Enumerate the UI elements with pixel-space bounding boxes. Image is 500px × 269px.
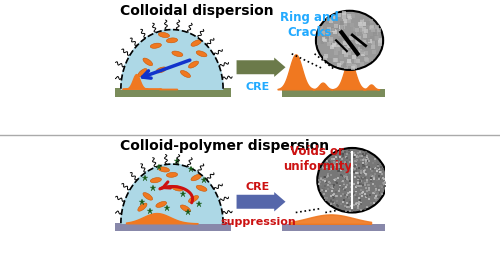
Text: Colloidal dispersion: Colloidal dispersion	[120, 4, 273, 18]
Ellipse shape	[150, 178, 162, 183]
Ellipse shape	[196, 185, 207, 191]
Ellipse shape	[180, 205, 190, 212]
Ellipse shape	[316, 11, 383, 70]
Ellipse shape	[158, 167, 170, 172]
Ellipse shape	[158, 32, 170, 38]
Text: suppression: suppression	[220, 217, 296, 226]
Bar	[282, 89, 404, 97]
Bar	[113, 223, 231, 231]
Ellipse shape	[138, 203, 147, 211]
Text: Colloid-polymer dispersion: Colloid-polymer dispersion	[120, 139, 328, 153]
Ellipse shape	[188, 61, 198, 68]
Polygon shape	[121, 164, 223, 223]
Ellipse shape	[150, 43, 162, 48]
FancyArrow shape	[236, 58, 286, 77]
Polygon shape	[121, 30, 223, 89]
Text: CRE: CRE	[246, 82, 270, 92]
Ellipse shape	[191, 40, 202, 46]
Ellipse shape	[138, 69, 147, 77]
Ellipse shape	[166, 38, 177, 43]
Ellipse shape	[196, 51, 207, 57]
Bar	[113, 88, 231, 97]
Text: Voids or
uniformity: Voids or uniformity	[282, 145, 352, 173]
Ellipse shape	[172, 51, 183, 56]
Ellipse shape	[191, 174, 202, 181]
Ellipse shape	[318, 148, 387, 213]
Text: Ring and
Cracks: Ring and Cracks	[280, 11, 338, 39]
FancyArrow shape	[236, 192, 286, 211]
Text: CRE: CRE	[246, 182, 270, 192]
Ellipse shape	[156, 67, 166, 73]
Ellipse shape	[156, 201, 166, 207]
Bar	[282, 224, 404, 231]
Ellipse shape	[143, 58, 152, 66]
Ellipse shape	[188, 196, 198, 203]
Ellipse shape	[172, 186, 183, 191]
Ellipse shape	[166, 172, 177, 177]
Ellipse shape	[180, 70, 190, 77]
Ellipse shape	[143, 193, 152, 200]
